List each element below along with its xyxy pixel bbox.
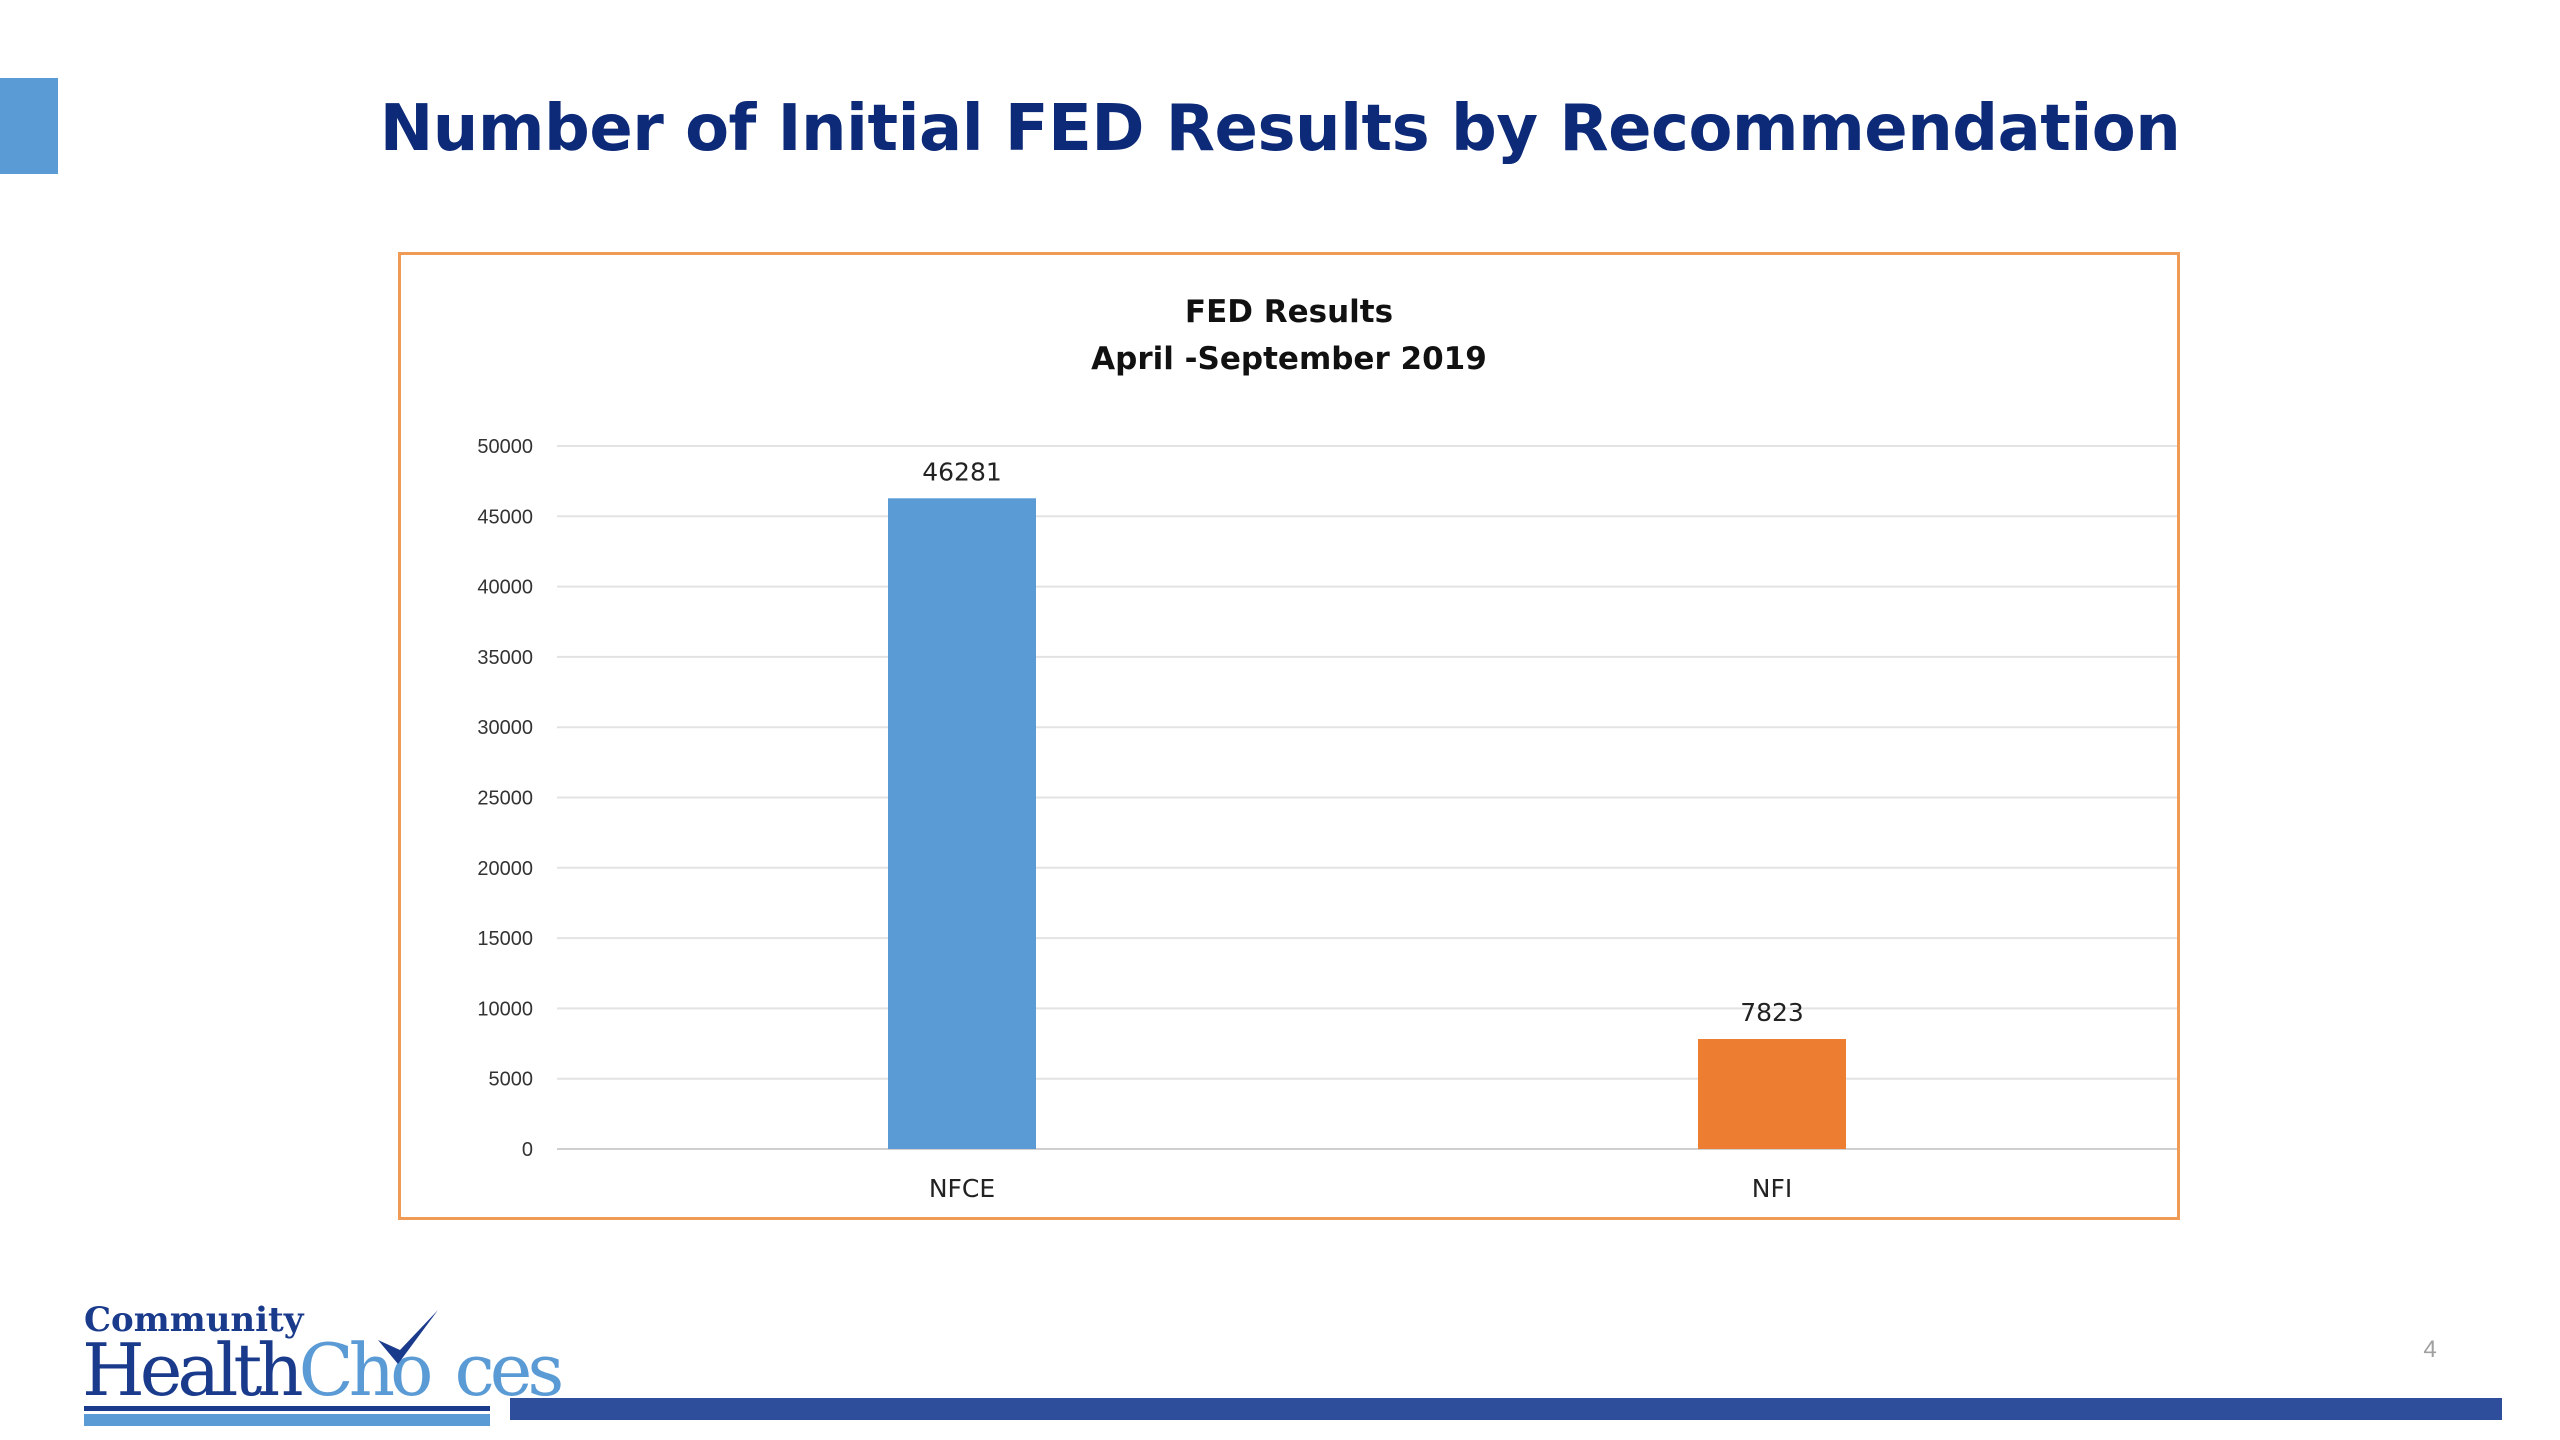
x-tick-label: NFCE bbox=[929, 1174, 995, 1203]
chart-subtitle: April -September 2019 bbox=[1091, 341, 1487, 377]
bar-nfi bbox=[1698, 1039, 1846, 1149]
footer-bar bbox=[510, 1398, 2502, 1420]
chart-title-block: FED Results April -September 2019 bbox=[401, 289, 2177, 383]
bar-chart: 0 5000 10000 15000 20000 25000 30000 35000 40000… bbox=[477, 436, 2177, 1203]
logo-main-text: HealthCho ces bbox=[82, 1328, 564, 1412]
logo-community-text: Community bbox=[84, 1300, 304, 1340]
y-tick-label: 20000 bbox=[477, 858, 533, 880]
logo-health-text: Health bbox=[82, 1328, 304, 1412]
slide-title: Number of Initial FED Results by Recomme… bbox=[379, 92, 2181, 166]
data-label: 7823 bbox=[1740, 998, 1804, 1027]
y-tick-label: 30000 bbox=[477, 717, 533, 739]
logo-stripe-light bbox=[84, 1414, 490, 1426]
logo-stripe bbox=[84, 1406, 490, 1411]
y-tick-label: 25000 bbox=[477, 788, 533, 810]
accent-block bbox=[0, 78, 58, 174]
bar-nfce bbox=[888, 498, 1036, 1149]
page-number: 4 bbox=[2423, 1336, 2437, 1363]
community-health-choices-logo: Community HealthCho ces bbox=[82, 1300, 564, 1428]
x-tick-label: NFI bbox=[1752, 1174, 1792, 1203]
y-tick-label: 15000 bbox=[477, 928, 533, 950]
y-tick-label: 10000 bbox=[477, 998, 533, 1020]
y-tick-label: 40000 bbox=[477, 577, 533, 599]
chart-frame: FED Results April -September 2019 0 5000 1… bbox=[398, 252, 2180, 1220]
data-label: 46281 bbox=[922, 457, 1002, 486]
y-tick-label: 35000 bbox=[477, 647, 533, 669]
y-tick-label: 45000 bbox=[477, 506, 533, 528]
y-tick-label: 50000 bbox=[477, 436, 533, 458]
chart-title: FED Results bbox=[1184, 294, 1394, 330]
y-tick-label: 5000 bbox=[489, 1069, 534, 1091]
y-tick-label: 0 bbox=[522, 1139, 533, 1161]
checkmark-icon bbox=[378, 1310, 438, 1364]
